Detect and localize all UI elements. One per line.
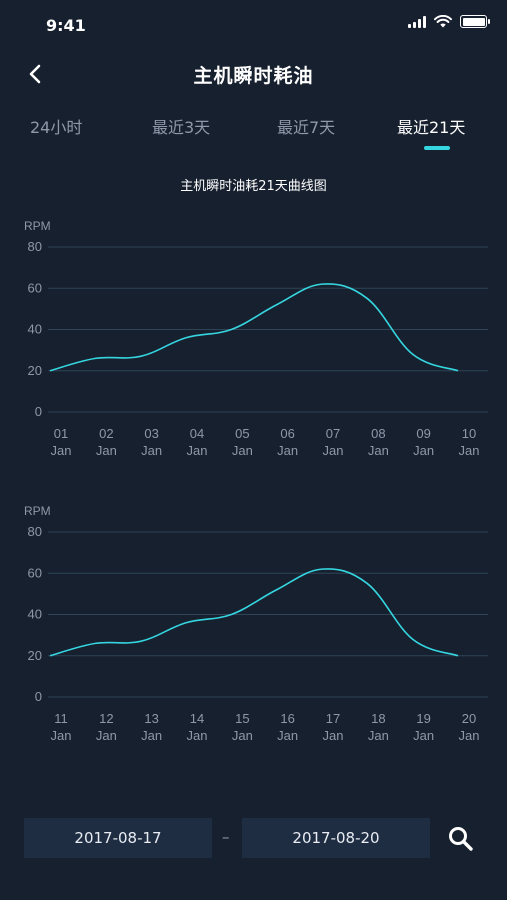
chart-caption: 主机瞬时油耗21天曲线图 — [180, 179, 327, 194]
x-tick-day: 17 — [326, 711, 340, 726]
x-tick-day: 04 — [190, 426, 204, 441]
x-tick-day: 01 — [54, 426, 68, 441]
x-tick-day: 10 — [462, 426, 476, 441]
status-bar: 9:41 — [0, 0, 507, 50]
page-title: 主机瞬时耗油 — [193, 65, 314, 87]
y-axis-label: RPM — [24, 504, 51, 518]
x-tick-day: 20 — [462, 711, 476, 726]
x-tick-month: Jan — [368, 728, 389, 743]
x-tick-month: Jan — [368, 443, 389, 458]
y-tick-label: 20 — [28, 648, 42, 663]
y-tick-label: 20 — [28, 363, 42, 378]
x-tick-day: 02 — [99, 426, 113, 441]
x-tick-day: 08 — [371, 426, 385, 441]
signal-icon — [408, 15, 426, 28]
end-date-field[interactable]: 2017-08-20 — [242, 818, 430, 858]
x-tick-month: Jan — [459, 728, 480, 743]
x-tick-day: 06 — [280, 426, 294, 441]
status-time: 9:41 — [46, 16, 86, 35]
y-tick-label: 0 — [35, 404, 42, 419]
y-tick-label: 0 — [35, 689, 42, 704]
y-tick-label: 60 — [28, 280, 42, 295]
x-tick-day: 13 — [144, 711, 158, 726]
x-tick-month: Jan — [51, 728, 72, 743]
y-tick-label: 40 — [28, 607, 42, 622]
x-tick-day: 12 — [99, 711, 113, 726]
fuel-chart-2: RPM 0 20 40 60 80 11 Jan 12 Jan 13 Jan 14 Jan 15 Jan 16 J… — [0, 495, 507, 755]
x-tick-day: 19 — [416, 711, 430, 726]
y-tick-label: 80 — [28, 524, 42, 539]
x-tick-month: Jan — [141, 443, 162, 458]
y-axis-label: RPM — [24, 219, 51, 233]
series-line — [49, 283, 459, 372]
x-tick-month: Jan — [277, 443, 298, 458]
tab-3days[interactable]: 最近3天 — [152, 118, 211, 137]
x-tick-month: Jan — [232, 728, 253, 743]
x-tick-month: Jan — [459, 443, 480, 458]
fuel-chart-2-svg: RPM 0 20 40 60 80 11 Jan 12 Jan 13 Jan 14 Jan 15 Jan 16 J… — [24, 504, 488, 743]
x-tick-month: Jan — [323, 443, 344, 458]
x-tick-month: Jan — [96, 443, 117, 458]
y-tick-label: 60 — [28, 565, 42, 580]
x-tick-month: Jan — [413, 443, 434, 458]
x-tick-month: Jan — [277, 728, 298, 743]
x-tick-month: Jan — [323, 728, 344, 743]
start-date-field[interactable]: 2017-08-17 — [24, 818, 212, 858]
active-tab-indicator — [424, 146, 450, 150]
x-tick-day: 18 — [371, 711, 385, 726]
status-icons — [408, 15, 490, 28]
fuel-chart-1: RPM 0 20 40 60 80 01 Jan 02 Jan 03 Jan 04 Jan 05 Jan 06 J… — [0, 210, 507, 470]
x-tick-month: Jan — [232, 443, 253, 458]
y-tick-label: 80 — [28, 239, 42, 254]
x-tick-day: 03 — [144, 426, 158, 441]
series-line — [49, 568, 459, 657]
tab-24h[interactable]: 24小时 — [30, 118, 83, 137]
x-tick-day: 09 — [416, 426, 430, 441]
x-tick-month: Jan — [187, 728, 208, 743]
x-tick-day: 14 — [190, 711, 204, 726]
search-icon[interactable] — [446, 824, 476, 854]
x-tick-day: 11 — [54, 711, 68, 726]
x-tick-month: Jan — [187, 443, 208, 458]
nav-bar: 主机瞬时耗油 — [0, 52, 507, 96]
y-tick-label: 40 — [28, 322, 42, 337]
x-tick-day: 16 — [280, 711, 294, 726]
x-tick-day: 07 — [326, 426, 340, 441]
chevron-left-icon[interactable] — [22, 60, 50, 88]
x-tick-month: Jan — [413, 728, 434, 743]
period-tabs: 24小时 最近3天 最近7天 最近21天 — [0, 110, 507, 156]
x-tick-day: 15 — [235, 711, 249, 726]
date-range: 2017-08-17 – 2017-08-20 — [24, 818, 484, 860]
x-tick-month: Jan — [96, 728, 117, 743]
wifi-icon — [434, 15, 452, 28]
x-tick-day: 05 — [235, 426, 249, 441]
tab-7days[interactable]: 最近7天 — [277, 118, 336, 137]
battery-icon — [460, 15, 490, 28]
date-separator: – — [222, 828, 230, 846]
x-tick-month: Jan — [51, 443, 72, 458]
x-tick-month: Jan — [141, 728, 162, 743]
tab-21days[interactable]: 最近21天 — [397, 118, 466, 137]
fuel-chart-1-svg: RPM 0 20 40 60 80 01 Jan 02 Jan 03 Jan 04 Jan 05 Jan 06 J… — [24, 219, 488, 458]
